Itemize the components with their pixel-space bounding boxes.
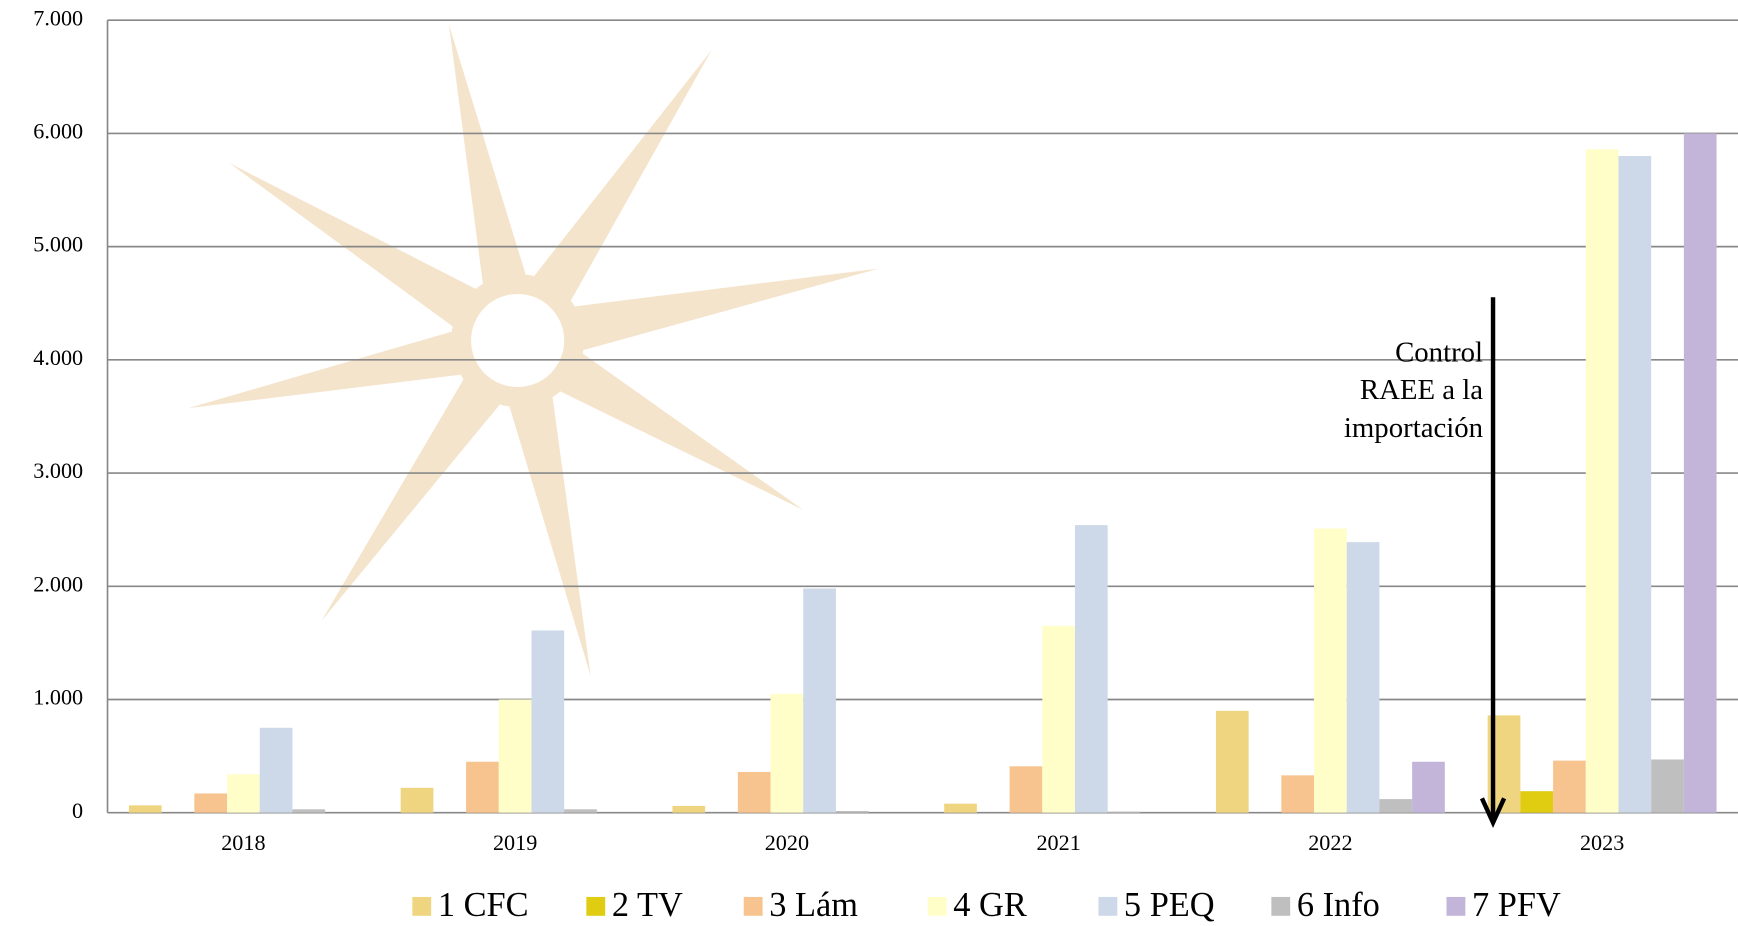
bar [1346, 542, 1380, 813]
bar [400, 787, 434, 813]
sun-ray [515, 50, 712, 327]
annotation: RAEE a la [1360, 374, 1483, 406]
annotation-arrowhead [1479, 797, 1507, 829]
legend-swatch [412, 896, 432, 916]
x-tick-label: 2021 [1036, 830, 1080, 855]
legend-label: 1 CFC [438, 886, 529, 924]
x-tick-label: 2020 [765, 830, 809, 855]
legend-swatch [927, 896, 947, 916]
bar [1009, 766, 1043, 813]
y-tick-label: 6.000 [33, 118, 83, 143]
bar [1107, 811, 1141, 813]
y-tick-label: 0 [72, 798, 83, 823]
x-tick-label: 2019 [493, 830, 537, 855]
bar [1618, 156, 1652, 813]
bar [498, 699, 532, 813]
watermark-logo [188, 24, 879, 677]
bar [1314, 528, 1347, 813]
annotation: Control [1395, 337, 1483, 369]
sun-ray [448, 24, 535, 314]
bar [1379, 799, 1413, 813]
legend-label: 2 TV [612, 886, 683, 924]
bar [564, 809, 597, 813]
sun-hole [471, 293, 565, 388]
y-tick-label: 3.000 [33, 458, 83, 483]
sun-ray [321, 353, 519, 621]
bar [1215, 710, 1249, 813]
bar [1074, 525, 1108, 813]
sun-ray [545, 268, 879, 358]
bar [1553, 760, 1586, 813]
x-tick-label: 2022 [1308, 830, 1352, 855]
bar [1042, 625, 1075, 813]
bar [672, 805, 706, 813]
legend-swatch [1098, 896, 1118, 916]
legend-label: 3 Lám [769, 886, 858, 924]
legend-label: 7 PFV [1472, 886, 1561, 924]
bar [1281, 775, 1315, 813]
bar [227, 774, 260, 813]
bar [737, 771, 771, 813]
bar [1683, 133, 1717, 813]
bar [292, 809, 326, 813]
bar [944, 803, 977, 813]
sun-ray [229, 163, 503, 344]
y-tick-label: 2.000 [33, 571, 83, 596]
legend-label: 6 Info [1297, 886, 1380, 924]
bar [770, 693, 804, 813]
bar [1651, 759, 1684, 813]
bar [531, 630, 565, 813]
bar [1520, 791, 1554, 813]
x-tick-label: 2023 [1580, 830, 1624, 855]
legend-label: 5 PEQ [1124, 886, 1215, 924]
y-tick-label: 1.000 [33, 685, 83, 710]
legend-swatch [1446, 896, 1466, 916]
y-tick-label: 5.000 [33, 232, 83, 257]
y-tick-label: 4.000 [33, 345, 83, 370]
legend-swatch [743, 896, 763, 916]
bar [259, 727, 293, 813]
legend-label: 4 GR [953, 886, 1027, 924]
bar [466, 761, 499, 813]
sun-ray [188, 323, 490, 409]
bar [128, 805, 162, 813]
legend-swatch [1271, 896, 1291, 916]
bar [1412, 761, 1445, 813]
bar [835, 811, 869, 813]
bar [803, 588, 836, 813]
bar [1585, 149, 1619, 813]
y-tick-label: 7.000 [33, 5, 83, 30]
legend-swatch [586, 896, 606, 916]
bar [194, 793, 228, 813]
sun-ray [500, 367, 591, 677]
sun-ray [533, 336, 804, 511]
x-tick-label: 2018 [221, 830, 265, 855]
annotation: importación [1344, 412, 1483, 444]
